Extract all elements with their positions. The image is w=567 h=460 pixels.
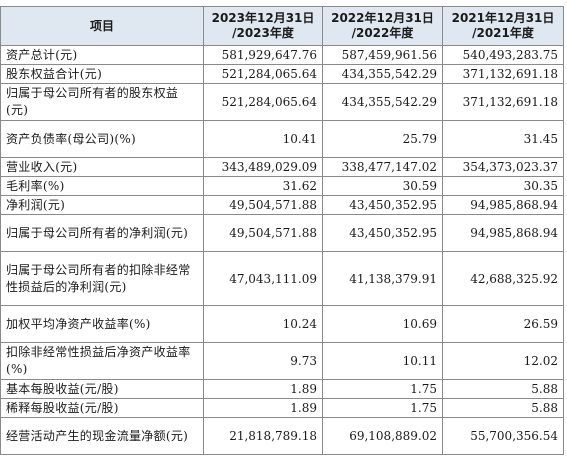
row-label: 扣除非经常性损益后净资产收益率(%) bbox=[0, 342, 204, 380]
cell-2022: 587,459,961.56 bbox=[322, 45, 443, 65]
table-row: 股东权益合计(元) 521,284,065.64 434,355,542.29 … bbox=[0, 64, 564, 84]
header-2021-line2: /2021年度 bbox=[472, 26, 534, 40]
table-row: 稀释每股收益(元/股) 1.89 1.75 5.88 bbox=[0, 398, 564, 418]
cell-2023: 581,929,647.76 bbox=[203, 45, 323, 65]
row-label: 归属于母公司所有者的股东权益(元) bbox=[0, 83, 204, 121]
table-row: 归属于母公司所有者的扣除非经常性损益后的净利润(元) 47,043,111.09… bbox=[0, 251, 564, 306]
header-2023: 2023年12月31日 /2023年度 bbox=[203, 6, 323, 46]
cell-2021: 371,132,691.18 bbox=[442, 83, 564, 121]
cell-2022: 1.75 bbox=[322, 379, 443, 399]
financial-data-table: 项目 2023年12月31日 /2023年度 2022年12月31日 /2022… bbox=[0, 6, 564, 455]
cell-2021: 42,688,325.92 bbox=[442, 251, 564, 306]
header-2021-line1: 2021年12月31日 bbox=[451, 11, 555, 25]
cell-2023: 31.62 bbox=[203, 176, 323, 196]
cell-2023: 521,284,065.64 bbox=[203, 64, 323, 84]
table-row: 资产负债率(母公司)(%) 10.41 25.79 31.45 bbox=[0, 120, 564, 158]
table-row: 毛利率(%) 31.62 30.59 30.35 bbox=[0, 176, 564, 196]
header-2021: 2021年12月31日 /2021年度 bbox=[442, 6, 564, 46]
cell-2021: 30.35 bbox=[442, 176, 564, 196]
table-row: 归属于母公司所有者的净利润(元) 49,504,571.88 43,450,35… bbox=[0, 214, 564, 252]
cell-2023: 10.41 bbox=[203, 120, 323, 158]
cell-2023: 521,284,065.64 bbox=[203, 83, 323, 121]
row-label: 基本每股收益(元/股) bbox=[0, 379, 204, 399]
cell-2021: 5.88 bbox=[442, 379, 564, 399]
cell-2022: 434,355,542.29 bbox=[322, 64, 443, 84]
cell-2023: 9.73 bbox=[203, 342, 323, 380]
table-row: 基本每股收益(元/股) 1.89 1.75 5.88 bbox=[0, 379, 564, 399]
header-2022: 2022年12月31日 /2022年度 bbox=[322, 6, 443, 46]
row-label: 资产总计(元) bbox=[0, 45, 204, 65]
cell-2023: 21,818,789.18 bbox=[203, 417, 323, 455]
cell-2023: 1.89 bbox=[203, 379, 323, 399]
cell-2022: 434,355,542.29 bbox=[322, 83, 443, 121]
row-label: 资产负债率(母公司)(%) bbox=[0, 120, 204, 158]
cell-2021: 55,700,356.54 bbox=[442, 417, 564, 455]
header-item-text: 项目 bbox=[89, 18, 114, 33]
cell-2021: 5.88 bbox=[442, 398, 564, 418]
cell-2023: 10.24 bbox=[203, 305, 323, 343]
financial-table-container: 项目 2023年12月31日 /2023年度 2022年12月31日 /2022… bbox=[0, 6, 564, 455]
header-2022-line2: /2022年度 bbox=[351, 26, 414, 40]
table-row: 经营活动产生的现金流量净额(元) 21,818,789.18 69,108,88… bbox=[0, 417, 564, 455]
row-label: 归属于母公司所有者的扣除非经常性损益后的净利润(元) bbox=[0, 251, 204, 306]
table-header-row: 项目 2023年12月31日 /2023年度 2022年12月31日 /2022… bbox=[0, 6, 564, 46]
cell-2022: 10.69 bbox=[322, 305, 443, 343]
cell-2021: 94,985,868.94 bbox=[442, 214, 564, 252]
row-label: 股东权益合计(元) bbox=[0, 64, 204, 84]
cell-2021: 12.02 bbox=[442, 342, 564, 380]
row-label: 加权平均净资产收益率(%) bbox=[0, 305, 204, 343]
row-label: 归属于母公司所有者的净利润(元) bbox=[0, 214, 204, 252]
cell-2022: 10.11 bbox=[322, 342, 443, 380]
table-row: 归属于母公司所有者的股东权益(元) 521,284,065.64 434,355… bbox=[0, 83, 564, 121]
cell-2022: 43,450,352.95 bbox=[322, 214, 443, 252]
cell-2022: 25.79 bbox=[322, 120, 443, 158]
cell-2023: 49,504,571.88 bbox=[203, 195, 323, 215]
row-label: 营业收入(元) bbox=[0, 157, 204, 177]
cell-2022: 338,477,147.02 bbox=[322, 157, 443, 177]
cell-2023: 343,489,029.09 bbox=[203, 157, 323, 177]
header-item: 项目 bbox=[0, 6, 204, 46]
table-row: 营业收入(元) 343,489,029.09 338,477,147.02 35… bbox=[0, 157, 564, 177]
cell-2022: 43,450,352.95 bbox=[322, 195, 443, 215]
cell-2021: 31.45 bbox=[442, 120, 564, 158]
cell-2022: 41,138,379.91 bbox=[322, 251, 443, 306]
cell-2022: 69,108,889.02 bbox=[322, 417, 443, 455]
header-2023-line2: /2023年度 bbox=[232, 26, 294, 40]
header-2022-line1: 2022年12月31日 bbox=[331, 11, 434, 25]
row-label: 经营活动产生的现金流量净额(元) bbox=[0, 417, 204, 455]
cell-2023: 49,504,571.88 bbox=[203, 214, 323, 252]
cell-2023: 47,043,111.09 bbox=[203, 251, 323, 306]
table-row: 加权平均净资产收益率(%) 10.24 10.69 26.59 bbox=[0, 305, 564, 343]
cell-2021: 94,985,868.94 bbox=[442, 195, 564, 215]
row-label: 稀释每股收益(元/股) bbox=[0, 398, 204, 418]
cell-2022: 30.59 bbox=[322, 176, 443, 196]
cell-2023: 1.89 bbox=[203, 398, 323, 418]
row-label: 毛利率(%) bbox=[0, 176, 204, 196]
table-row: 资产总计(元) 581,929,647.76 587,459,961.56 54… bbox=[0, 45, 564, 65]
row-label: 净利润(元) bbox=[0, 195, 204, 215]
cell-2022: 1.75 bbox=[322, 398, 443, 418]
header-2023-line1: 2023年12月31日 bbox=[211, 11, 315, 25]
table-row: 净利润(元) 49,504,571.88 43,450,352.95 94,98… bbox=[0, 195, 564, 215]
cell-2021: 540,493,283.75 bbox=[442, 45, 564, 65]
cell-2021: 354,373,023.37 bbox=[442, 157, 564, 177]
cell-2021: 26.59 bbox=[442, 305, 564, 343]
cell-2021: 371,132,691.18 bbox=[442, 64, 564, 84]
table-row: 扣除非经常性损益后净资产收益率(%) 9.73 10.11 12.02 bbox=[0, 342, 564, 380]
